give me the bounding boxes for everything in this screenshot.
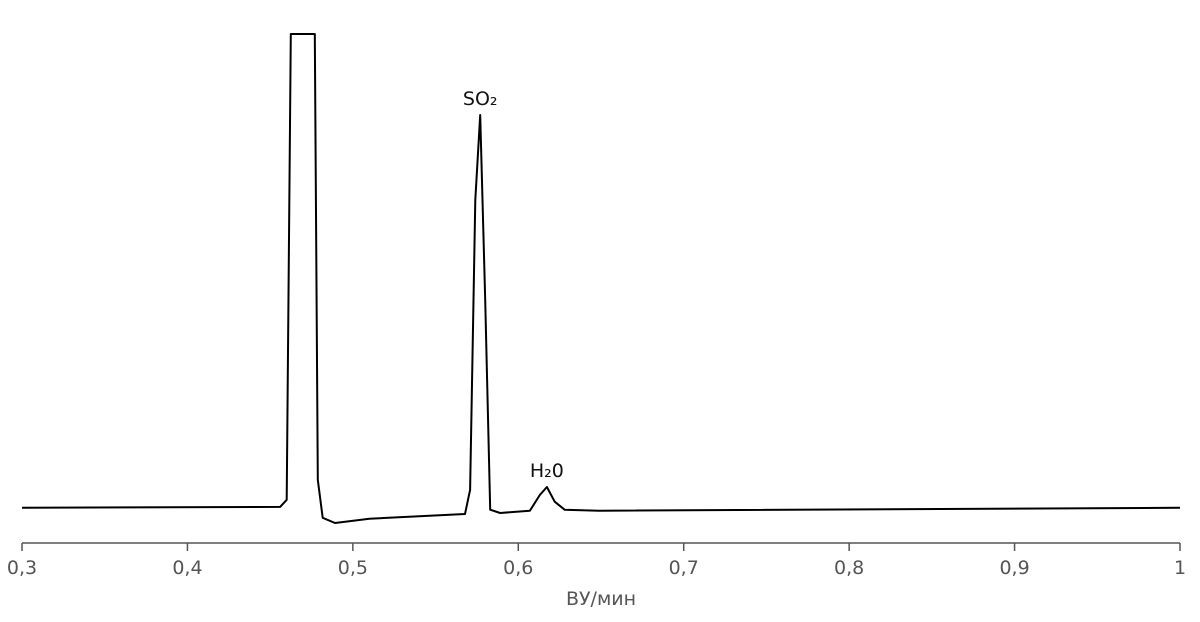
x-axis-label: ВУ/мин xyxy=(566,588,636,610)
x-tick-label: 0,4 xyxy=(172,557,202,579)
x-tick-label: 0,8 xyxy=(834,557,864,579)
x-tick-label: 0,6 xyxy=(503,557,533,579)
peak-label: H₂0 xyxy=(530,460,564,482)
x-tick-label: 0,5 xyxy=(338,557,368,579)
signal-line xyxy=(21,33,1181,524)
peak-label: SO₂ xyxy=(463,88,498,110)
x-tick-label: 0,9 xyxy=(999,557,1029,579)
x-tick-label: 0,3 xyxy=(7,557,37,579)
x-tick-label: 1 xyxy=(1174,557,1186,579)
x-tick-label: 0,7 xyxy=(669,557,699,579)
